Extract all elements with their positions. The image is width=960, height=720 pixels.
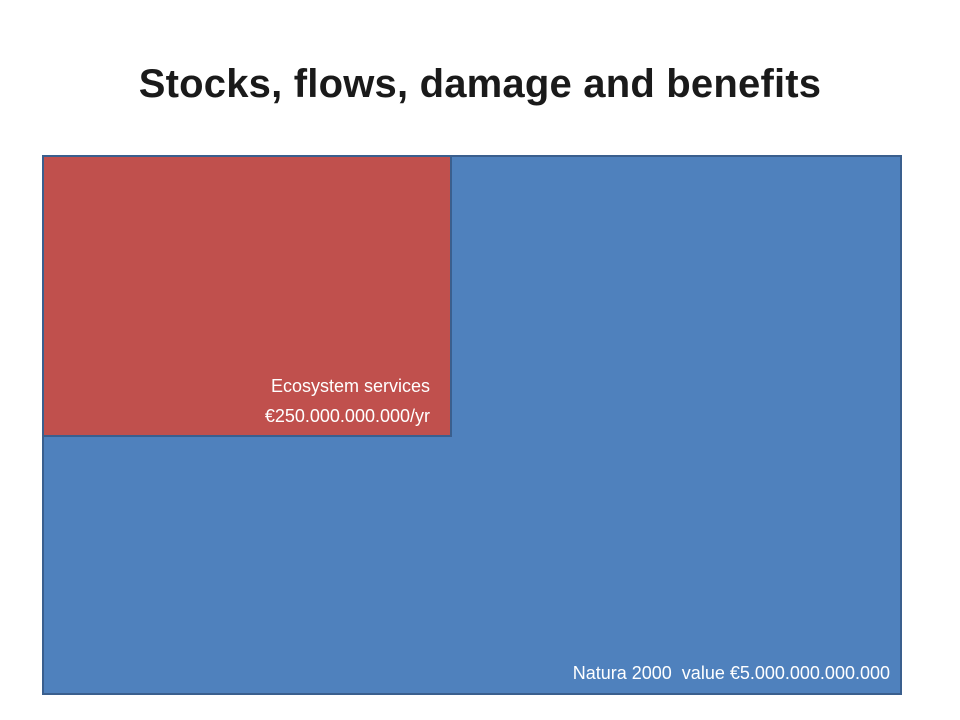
ecosystem-services-label: Ecosystem services €250.000.000.000/yr xyxy=(265,371,430,431)
slide-title: Stocks, flows, damage and benefits xyxy=(138,62,822,106)
ecosystem-services-value: €250.000.000.000/yr xyxy=(264,406,430,426)
ecosystem-services-flow-box: Ecosystem services €250.000.000.000/yr xyxy=(42,155,452,437)
ecosystem-services-title: Ecosystem services xyxy=(270,376,430,396)
natura-2000-value-label: Natura 2000 value €5.000.000.000.000 xyxy=(572,663,890,683)
